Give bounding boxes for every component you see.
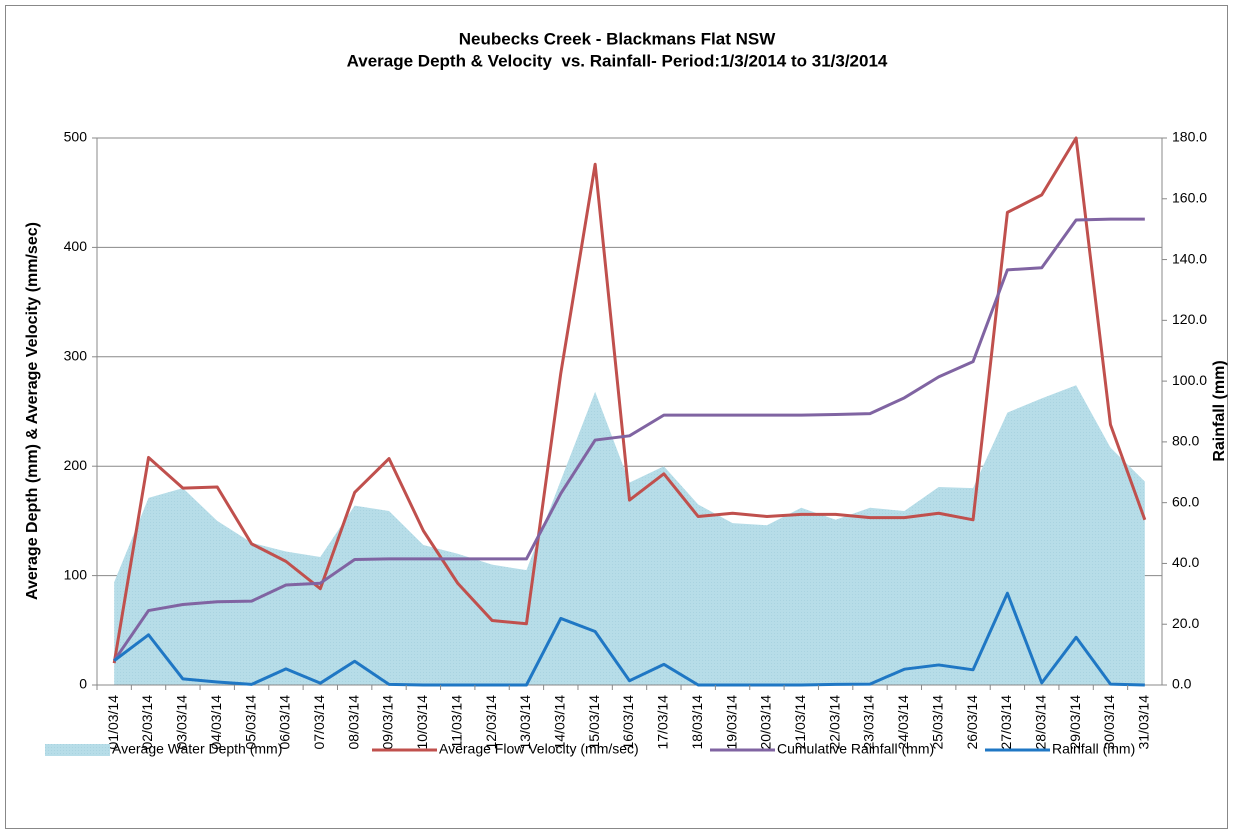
x-tick-label: 08/03/14 [345,695,361,750]
x-tick-label: 18/03/14 [689,695,705,750]
y2-axis-label: Rainfall (mm) [1211,360,1228,461]
x-tick-label: 22/03/14 [826,695,842,750]
y-tick-label: 200 [64,457,88,473]
legend-label: Cumulative Rainfall (mm) [777,741,934,757]
line [112,136,1147,664]
x-tick-label: 25/03/14 [929,695,945,750]
line [113,591,1145,687]
y2-tick-label: 140.0 [1172,250,1207,266]
y-tick-label: 300 [64,348,88,364]
y2-tick-label: 100.0 [1172,372,1207,388]
x-tick-label: 19/03/14 [723,695,739,750]
x-tick-label: 23/03/14 [861,695,877,750]
x-tick-label: 03/03/14 [174,695,190,750]
x-tick-label: 04/03/14 [208,695,224,750]
x-tick-label: 26/03/14 [964,695,980,750]
x-tick-label: 24/03/14 [895,695,911,750]
x-tick-label: 20/03/14 [758,695,774,750]
x-tick-label: 27/03/14 [998,695,1014,750]
x-tick-label: 17/03/14 [655,695,671,750]
legend-swatch [45,744,110,756]
y2-tick-label: 60.0 [1172,493,1199,509]
legend-label: Average Flow Velocity (mm/sec) [439,741,639,757]
chart-subtitle: Average Depth & Velocity vs. Rainfall- P… [347,51,888,70]
y-tick-label: 100 [64,566,88,582]
x-tick-label: 11/03/14 [448,695,464,749]
y2-tick-label: 20.0 [1172,615,1199,631]
line [112,217,1145,662]
x-tick-label: 14/03/14 [551,695,567,750]
y-tick-label: 500 [64,129,88,145]
x-tick-label: 09/03/14 [380,695,396,750]
x-tick-label: 30/03/14 [1101,695,1117,750]
y2-tick-label: 120.0 [1172,311,1207,327]
y-tick-label: 0 [79,676,87,692]
x-tick-label: 02/03/14 [139,695,155,750]
chart-title: Neubecks Creek - Blackmans Flat NSW [459,29,776,48]
y-tick-label: 400 [64,238,88,254]
x-tick-label: 07/03/14 [311,695,327,750]
area [114,385,1145,685]
x-tick-label: 21/03/14 [792,695,808,750]
legend-label: Average Water Depth (mm) [112,741,282,757]
y-axis-label: Average Depth (mm) & Average Velocity (m… [24,222,41,600]
y2-tick-label: 80.0 [1172,433,1199,449]
y2-tick-label: 180.0 [1172,129,1207,145]
x-tick-label: 05/03/14 [242,695,258,750]
x-tick-label: 12/03/14 [483,695,499,750]
x-tick-label: 06/03/14 [277,695,293,750]
x-tick-label: 15/03/14 [586,695,602,750]
x-tick-label: 28/03/14 [1032,695,1048,750]
x-tick-label: 29/03/14 [1067,695,1083,750]
x-tick-label: 31/03/14 [1136,695,1152,750]
y2-tick-label: 0.0 [1172,676,1192,692]
x-tick-label: 13/03/14 [517,695,533,750]
x-tick-label: 01/03/14 [105,695,121,750]
x-tick-label: 16/03/14 [620,695,636,750]
y2-tick-label: 40.0 [1172,554,1199,570]
y2-tick-label: 160.0 [1172,189,1207,205]
x-tick-label: 10/03/14 [414,695,430,750]
legend-label: Rainfall (mm) [1052,741,1135,757]
